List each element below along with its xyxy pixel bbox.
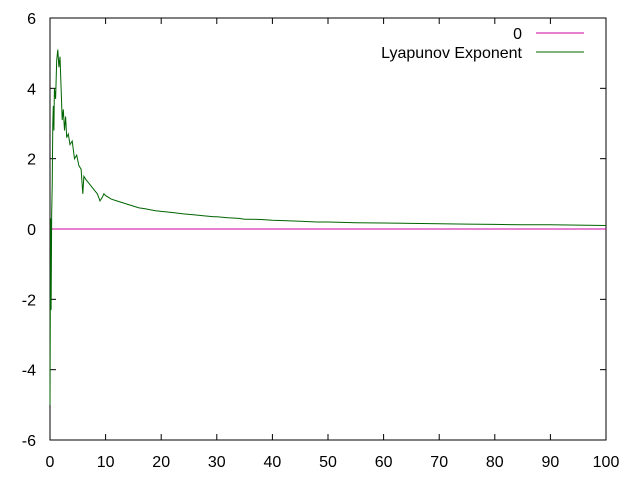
y-tick-label: -6 xyxy=(22,433,36,450)
y-tick-label: 4 xyxy=(27,81,36,98)
x-tick-label: 80 xyxy=(486,454,504,471)
x-tick-label: 90 xyxy=(542,454,560,471)
tick-group: 0 10 20 30 40 50 60 70 80 90 100 -6 -4 -2 0 2 4 6 xyxy=(22,11,620,471)
y-tick-label: 2 xyxy=(27,152,36,169)
x-tick-label: 40 xyxy=(264,454,282,471)
y-tick-label: 6 xyxy=(27,11,36,28)
y-tick-label: 0 xyxy=(27,222,36,239)
legend: 0 Lyapunov Exponent xyxy=(381,26,584,62)
x-tick-label: 100 xyxy=(593,454,620,471)
x-tick-label: 60 xyxy=(375,454,393,471)
x-tick-label: 50 xyxy=(319,454,337,471)
series-group xyxy=(49,49,607,405)
x-tick-label: 10 xyxy=(97,454,115,471)
x-tick-label: 20 xyxy=(152,454,170,471)
x-tick-label: 30 xyxy=(208,454,226,471)
legend-label: 0 xyxy=(513,26,522,43)
legend-label: Lyapunov Exponent xyxy=(381,45,522,62)
series-line-lyapunov-exponent xyxy=(49,49,607,405)
y-tick-label: -2 xyxy=(22,292,36,309)
x-tick-label: 70 xyxy=(430,454,448,471)
x-tick-label: 0 xyxy=(46,454,55,471)
y-tick-label: -4 xyxy=(22,363,36,380)
